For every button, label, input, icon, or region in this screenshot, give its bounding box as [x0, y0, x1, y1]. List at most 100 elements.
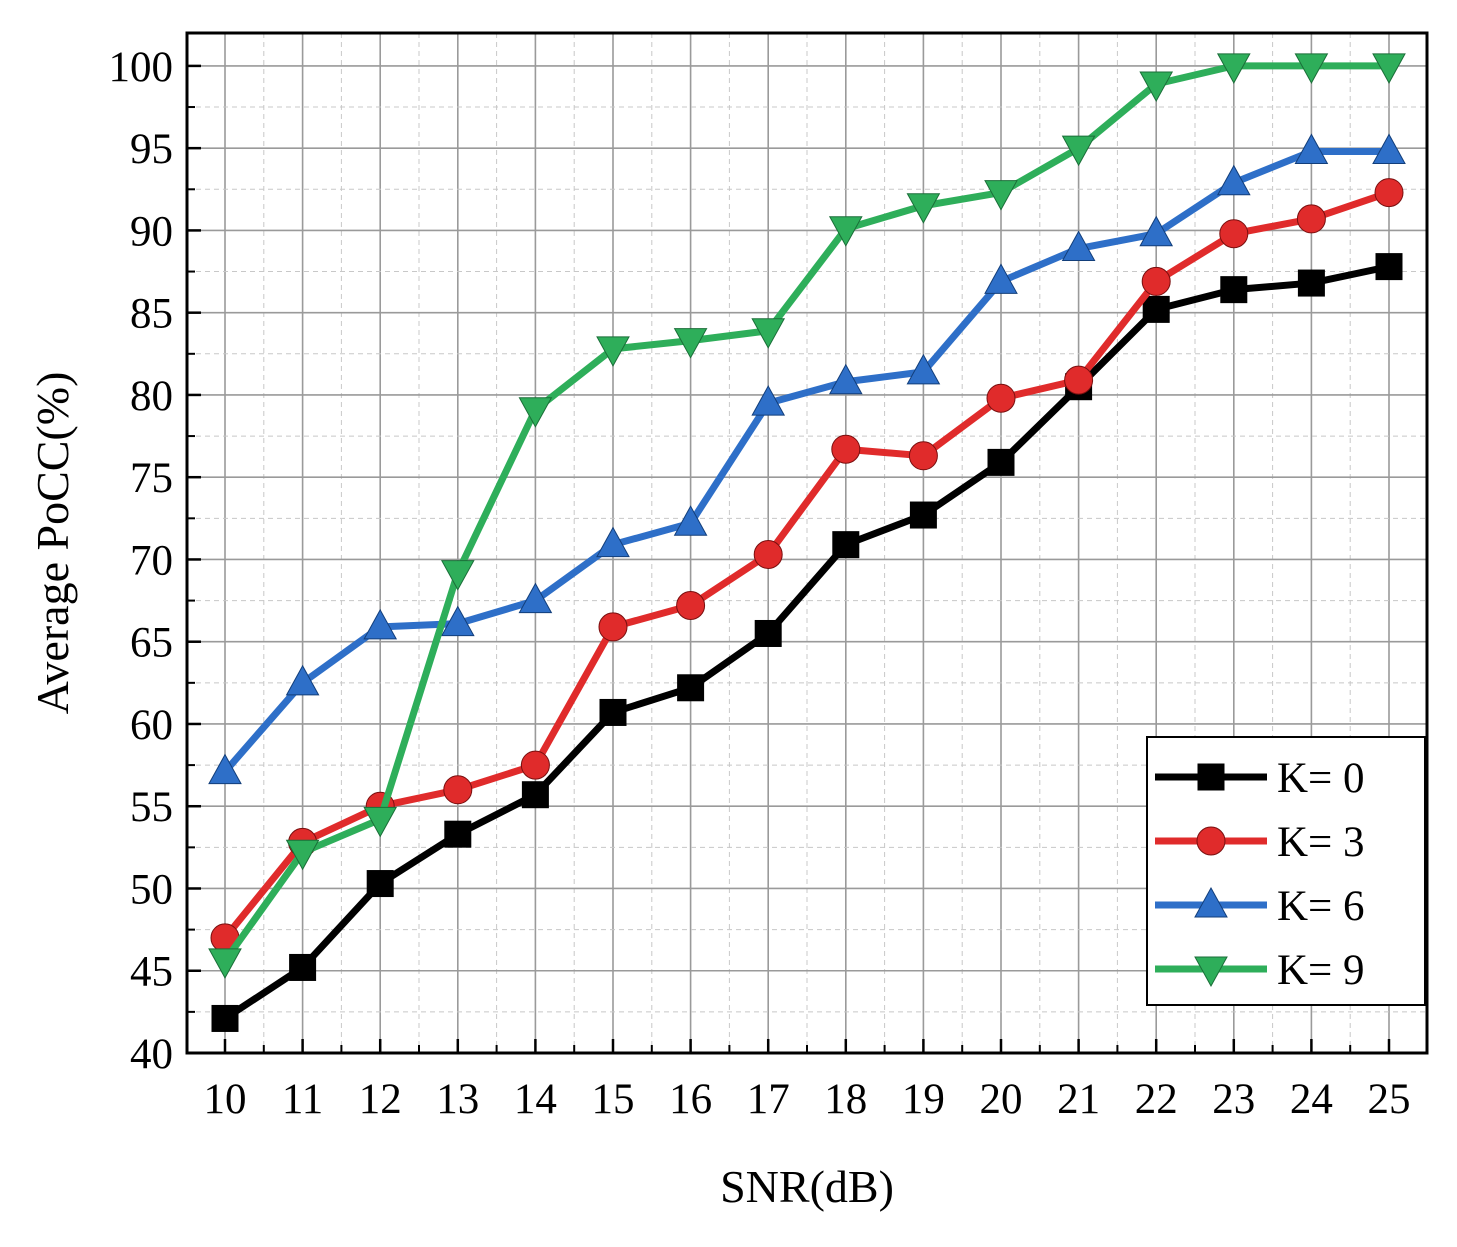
data-point — [1296, 204, 1326, 234]
legend-label: K= 6 — [1277, 883, 1365, 930]
legend-marker — [1196, 826, 1226, 856]
data-point — [1141, 266, 1171, 296]
data-point — [363, 806, 398, 838]
data-point — [832, 531, 860, 559]
series-line — [223, 263, 1390, 1022]
data-point — [1374, 178, 1404, 208]
data-point — [443, 775, 473, 805]
data-point — [1294, 133, 1329, 164]
legend-box — [1146, 736, 1426, 1006]
data-point — [677, 674, 705, 702]
data-point — [208, 753, 242, 785]
data-point — [908, 441, 938, 471]
data-point — [518, 582, 553, 614]
data-point — [285, 839, 320, 871]
series-line — [222, 147, 1389, 774]
legend-label: K= 0 — [1277, 755, 1365, 802]
data-point — [986, 383, 1016, 413]
x-tick-label: 21 — [1057, 1076, 1100, 1123]
data-point — [676, 591, 706, 621]
data-point — [751, 318, 786, 349]
data-point — [444, 820, 472, 848]
data-point — [1372, 133, 1406, 164]
y-tick-label: 100 — [109, 44, 174, 91]
data-point — [520, 750, 550, 780]
data-point — [1139, 71, 1174, 103]
data-point — [518, 397, 553, 428]
data-point — [753, 540, 783, 570]
data-point — [1064, 365, 1094, 395]
data-point — [1372, 53, 1406, 84]
x-tick-label: 12 — [359, 1076, 402, 1123]
x-tick-label: 14 — [514, 1076, 557, 1123]
x-tick-label: 17 — [747, 1076, 790, 1123]
legend: K= 0 K= 3 K= 6 K= 9 — [1146, 736, 1426, 1006]
series-K-6 — [208, 133, 1406, 785]
y-tick-label: 80 — [130, 373, 173, 420]
data-point — [984, 263, 1018, 294]
data-point — [211, 1004, 239, 1032]
axes: 10 11 12 13 14 15 16 17 18 19 20 21 22 23 24 25 40 45 50 55… — [109, 44, 1411, 1123]
legend-item: K= 3 — [1155, 819, 1365, 866]
data-point — [1375, 253, 1403, 281]
x-tick-label: 22 — [1135, 1076, 1178, 1123]
data-point — [673, 505, 708, 536]
data-point — [366, 870, 394, 898]
y-tick-label: 55 — [130, 784, 173, 831]
data-point — [751, 385, 786, 416]
data-point — [906, 353, 941, 385]
series-K-9 — [208, 53, 1406, 979]
series-K-0 — [211, 253, 1403, 1032]
legend-item: K= 0 — [1155, 755, 1365, 802]
legend-marker — [1194, 886, 1228, 918]
data-point — [289, 953, 317, 981]
data-point — [440, 560, 475, 591]
x-tick-label: 11 — [282, 1076, 323, 1123]
x-tick-label: 10 — [204, 1076, 247, 1123]
data-point — [1061, 230, 1096, 262]
legend-item: K= 9 — [1155, 947, 1365, 994]
legend-marker — [1194, 956, 1228, 988]
x-tick-label: 15 — [592, 1076, 635, 1123]
data-point — [285, 664, 320, 696]
data-point — [673, 328, 708, 359]
legend-label: K= 9 — [1277, 947, 1365, 994]
data-point — [828, 363, 863, 395]
data-point — [754, 619, 782, 647]
legend-marker — [1197, 763, 1225, 791]
data-point — [596, 526, 630, 558]
data-point — [1061, 135, 1096, 167]
data-point — [1216, 53, 1251, 84]
data-point — [909, 501, 937, 529]
data-point — [831, 434, 861, 464]
x-axis-label: SNR(dB) — [720, 1161, 894, 1212]
x-tick-label: 18 — [824, 1076, 867, 1123]
data-point — [596, 336, 630, 367]
data-point — [208, 948, 242, 979]
x-tick-label: 20 — [980, 1076, 1023, 1123]
x-tick-label: 16 — [669, 1076, 712, 1123]
y-tick-label: 70 — [130, 537, 173, 584]
series-layer — [208, 53, 1406, 1032]
y-tick-label: 85 — [130, 291, 173, 338]
data-point — [987, 448, 1015, 476]
data-point — [1297, 269, 1325, 297]
data-point — [599, 698, 627, 726]
data-point — [1220, 276, 1248, 304]
data-point — [598, 612, 628, 642]
data-point — [363, 608, 398, 640]
x-tick-label: 23 — [1212, 1076, 1255, 1123]
data-point — [1294, 53, 1329, 84]
y-tick-label: 90 — [130, 208, 173, 255]
data-point — [1216, 164, 1251, 196]
y-axis-label: Average PoCC(%) — [27, 372, 78, 715]
y-tick-label: 40 — [130, 1031, 173, 1078]
data-point — [521, 781, 549, 809]
y-tick-label: 95 — [130, 126, 173, 173]
data-point — [906, 193, 941, 224]
series-K-3 — [210, 178, 1404, 953]
x-tick-label: 24 — [1290, 1076, 1333, 1123]
data-point — [828, 216, 863, 247]
x-tick-label: 13 — [436, 1076, 479, 1123]
